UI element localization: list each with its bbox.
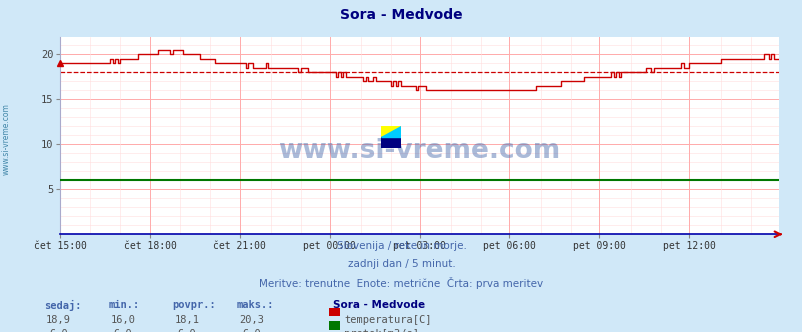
- Text: Meritve: trenutne  Enote: metrične  Črta: prva meritev: Meritve: trenutne Enote: metrične Črta: …: [259, 277, 543, 289]
- Text: 6,0: 6,0: [49, 329, 68, 332]
- Text: Slovenija / reke in morje.: Slovenija / reke in morje.: [336, 241, 466, 251]
- Text: 18,9: 18,9: [46, 315, 71, 325]
- Text: zadnji dan / 5 minut.: zadnji dan / 5 minut.: [347, 259, 455, 269]
- Text: Sora - Medvode: Sora - Medvode: [340, 8, 462, 22]
- Text: min.:: min.:: [108, 300, 140, 310]
- Text: www.si-vreme.com: www.si-vreme.com: [2, 104, 11, 175]
- Text: www.si-vreme.com: www.si-vreme.com: [278, 138, 560, 164]
- Text: temperatura[C]: temperatura[C]: [344, 315, 431, 325]
- Text: pretok[m3/s]: pretok[m3/s]: [344, 329, 419, 332]
- Text: 6,0: 6,0: [177, 329, 196, 332]
- Text: 6,0: 6,0: [241, 329, 261, 332]
- Text: povpr.:: povpr.:: [172, 300, 216, 310]
- Text: sedaj:: sedaj:: [44, 300, 82, 311]
- Polygon shape: [381, 137, 401, 148]
- Polygon shape: [381, 126, 401, 137]
- Text: 16,0: 16,0: [110, 315, 136, 325]
- Text: maks.:: maks.:: [237, 300, 274, 310]
- Polygon shape: [381, 126, 401, 137]
- Text: 20,3: 20,3: [238, 315, 264, 325]
- Text: Sora - Medvode: Sora - Medvode: [333, 300, 425, 310]
- Text: 18,1: 18,1: [174, 315, 200, 325]
- Text: 6,0: 6,0: [113, 329, 132, 332]
